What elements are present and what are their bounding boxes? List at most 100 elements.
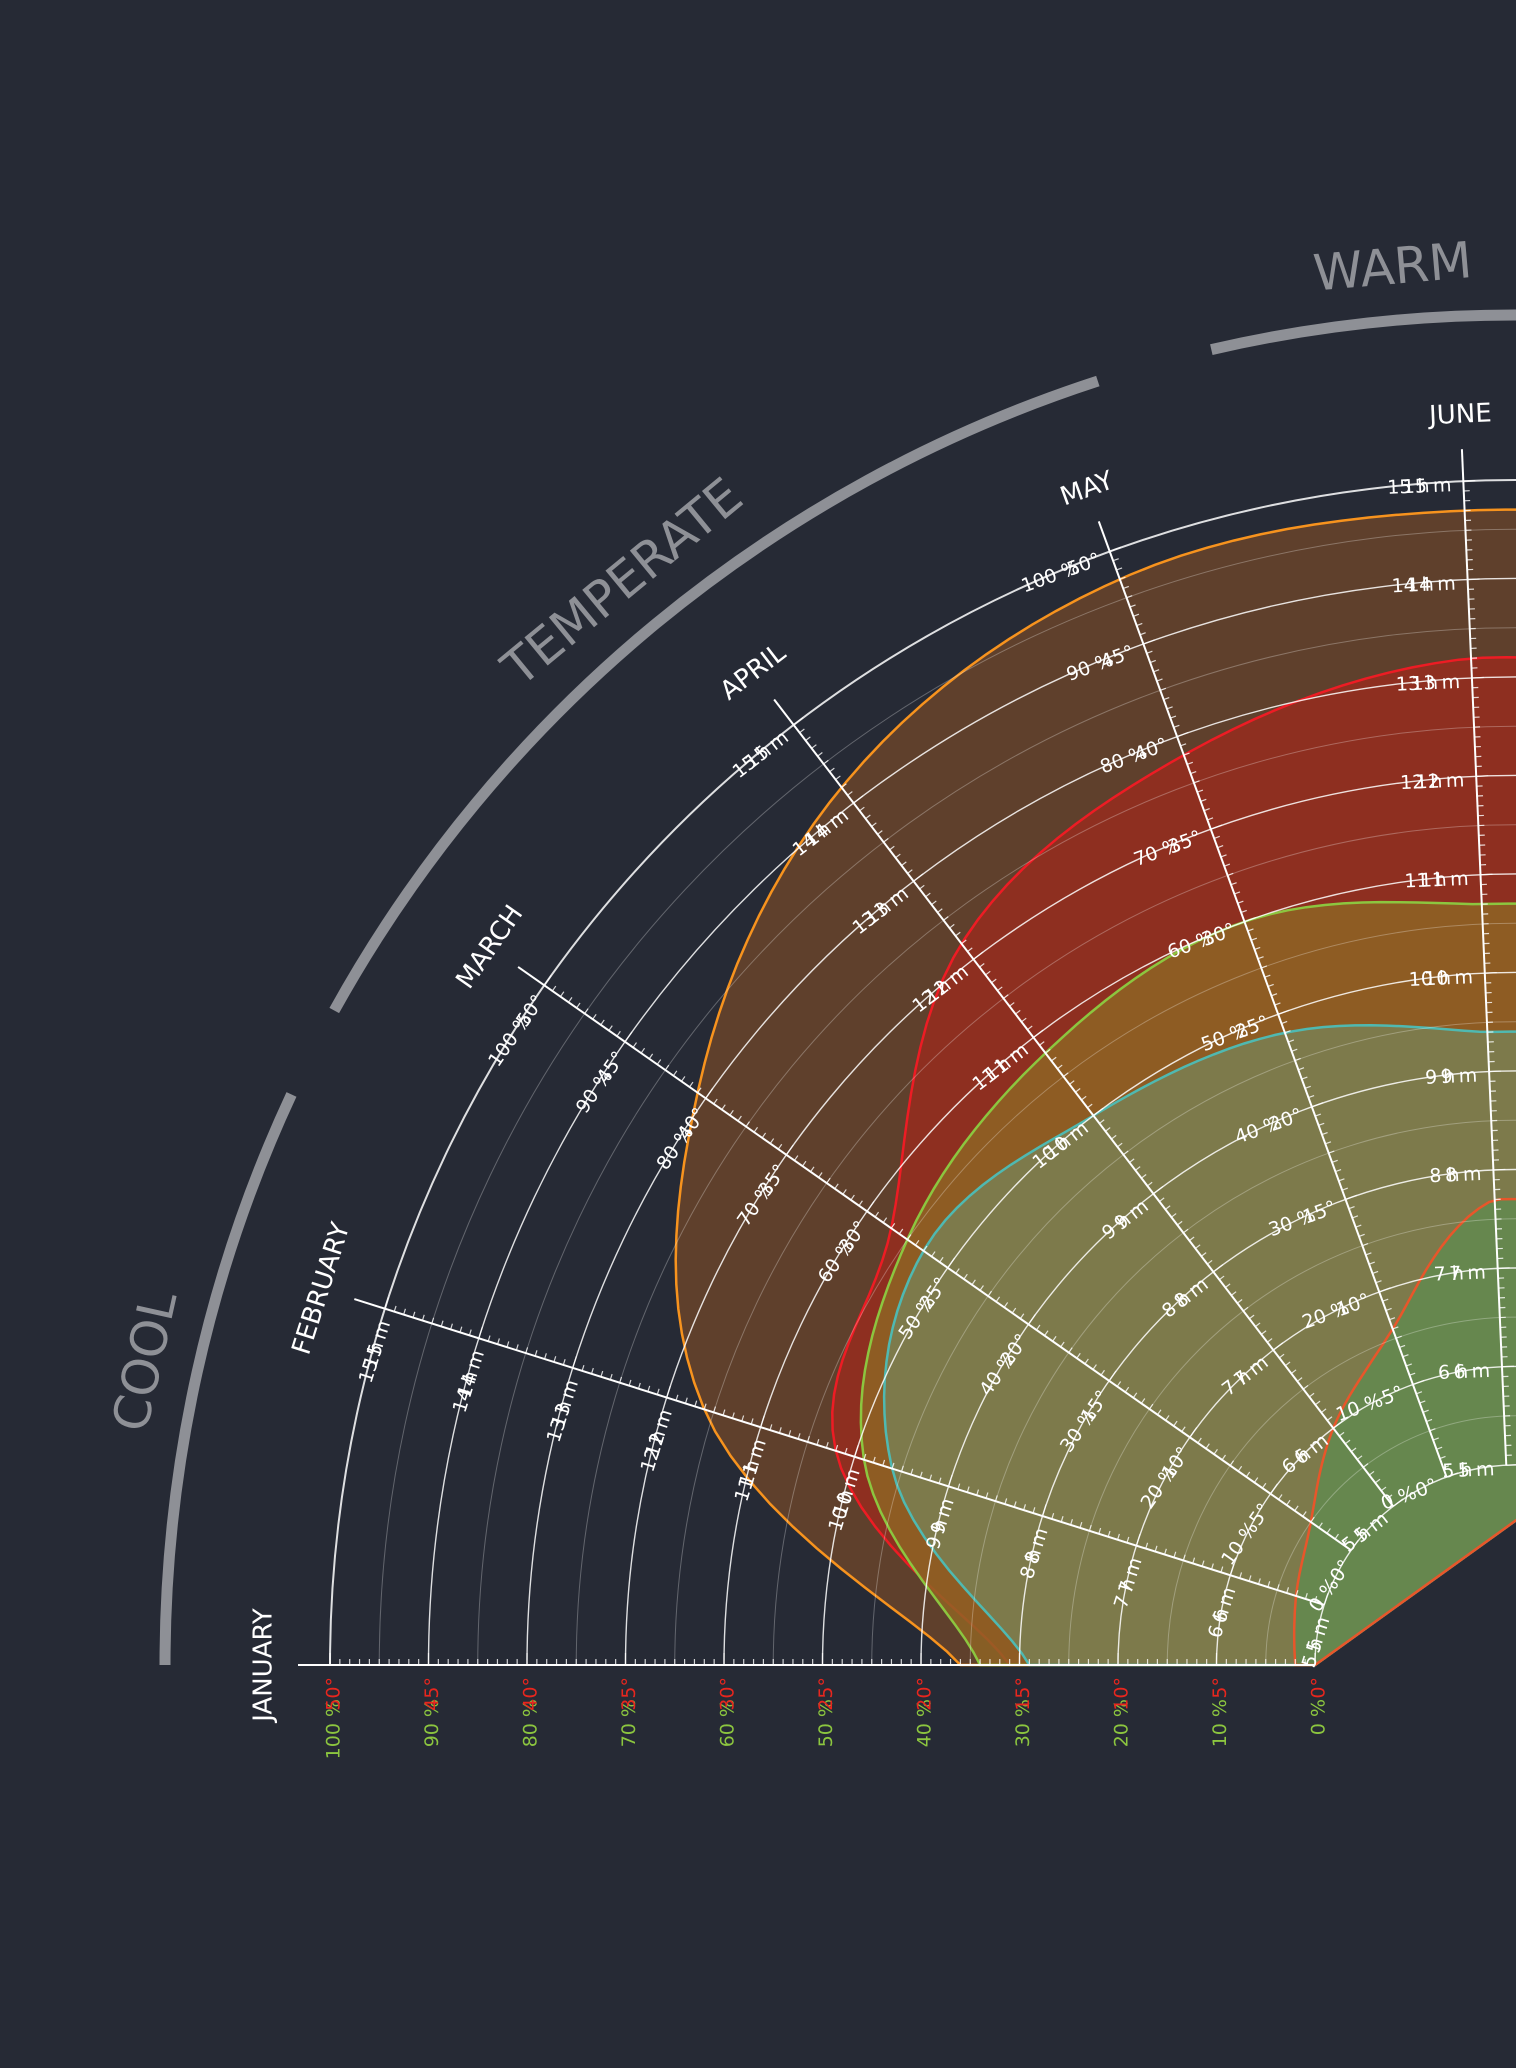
axis-tick [1052,1335,1057,1342]
axis-tick [931,900,937,906]
minutes-tick-label: 14 m [453,1347,489,1400]
degree-tick-label: 45° [421,1677,443,1711]
axis-tick [1237,900,1244,904]
axis-tick [1135,1533,1141,1546]
axis-tick [907,869,913,874]
axis-tick [1109,546,1122,553]
axis-tick [1111,1134,1117,1140]
degree-tick-label: 30° [717,1677,739,1711]
axis-tick [1269,1483,1278,1495]
axis-tick [802,1160,807,1167]
axis-tick [1220,854,1227,858]
axis-tick [1051,1056,1057,1062]
axis-tick [1098,1527,1102,1534]
axis-tick [721,1104,726,1110]
minutes-tick-label: 11 m [1419,868,1469,892]
axis-tick [961,939,967,945]
axis-tick [1326,1416,1333,1421]
degree-tick-label: 0° [1308,1677,1330,1699]
axis-tick [576,1002,581,1009]
axis-tick [1165,1415,1170,1421]
axis-tick [1334,1533,1339,1540]
axis-tick [1446,1472,1459,1478]
axis-tick [769,1424,773,1431]
axis-tick [847,791,853,796]
axis-tick [919,884,925,890]
axis-tick [1429,1428,1436,1432]
season-arc-cool [159,1092,297,1666]
axis-tick [1157,1409,1162,1416]
axis-tick [957,1483,961,1490]
axis-tick [947,1257,956,1269]
axis-tick [1348,1206,1355,1210]
axis-tick [1173,1420,1178,1427]
axis-tick [703,1403,707,1410]
axis-tick [1328,1150,1335,1154]
axis-tick [506,1341,510,1348]
axis-tick [900,1465,904,1472]
axis-tick [543,1353,547,1360]
axis-tick [694,1400,698,1407]
axis-tick [793,717,804,726]
axis-tick [1392,1326,1399,1330]
axis-tick [1274,1002,1281,1006]
axis-tick [1374,1478,1381,1484]
axis-tick [1426,1418,1433,1423]
axis-tick [1267,1581,1271,1588]
axis-tick [1015,1009,1021,1015]
axis-tick [1183,1228,1189,1234]
axis-tick [1041,1504,1047,1517]
axis-tick [737,1115,742,1122]
grid-ring [1068,1218,1516,1666]
axis-tick [1254,946,1261,951]
percent-tick-label: 80 % [520,1699,542,1747]
axis-tick [1389,1317,1396,1321]
grid-ring [1018,1168,1516,1666]
axis-tick [468,1329,472,1336]
axis-tick [882,1217,888,1223]
axis-tick [1019,1313,1025,1319]
axis-tick [1308,1094,1315,1099]
axis-tick [1177,1220,1183,1226]
axis-tick [1189,1427,1198,1438]
axis-tick [1284,1361,1291,1367]
axis-tick [938,1477,942,1484]
axis-tick [937,908,943,913]
axis-tick [729,1109,734,1116]
axis-tick [750,1418,754,1425]
axis-tick [1093,1107,1104,1117]
axis-tick [1186,761,1194,765]
axis-tick [1248,1575,1252,1582]
axis-tick [1153,669,1160,673]
axis-tick [865,814,871,820]
axis-tick [995,1296,1001,1303]
season-label: WARM [1311,231,1474,303]
axis-tick [1180,743,1187,747]
axis-tick [1314,1595,1318,1603]
axis-tick [987,1290,993,1297]
axis-tick [817,752,823,757]
axis-tick [769,1138,775,1144]
grid-ring [1166,1316,1516,1666]
axis-tick [1220,1566,1224,1573]
percent-tick-label: 70 % [618,1699,640,1747]
hours-tick-label: 5 h [1442,1459,1473,1482]
axis-tick [568,997,573,1003]
axis-tick [844,1447,848,1454]
axis-tick [559,991,565,997]
axis-tick [1277,1009,1290,1015]
grid-ring [526,676,1516,1666]
axis-tick [1224,1283,1231,1288]
axis-tick [1271,993,1278,997]
axis-tick [1267,983,1274,988]
axis-tick [853,1445,859,1457]
axis-tick [543,975,552,986]
axis-tick [1350,1540,1359,1551]
axis-tick [713,1406,717,1413]
percent-tick-label: 20 % [1111,1699,1133,1747]
axis-tick [1210,1563,1214,1570]
axis-tick [632,1042,637,1048]
axis-tick [1234,891,1241,895]
minutes-tick-label: 10 m [1424,966,1474,990]
axis-tick [1320,1408,1327,1414]
